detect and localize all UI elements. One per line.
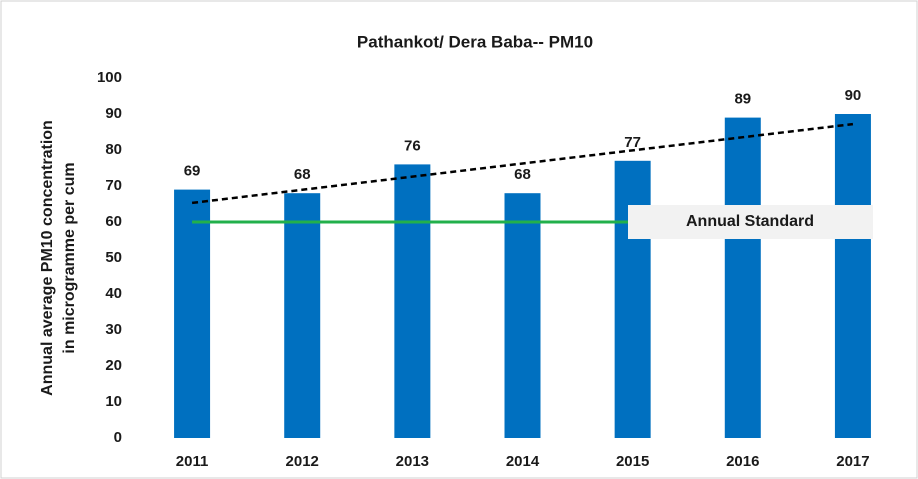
x-tick-label: 2011 bbox=[176, 453, 209, 470]
y-tick-label: 10 bbox=[105, 393, 122, 410]
bar bbox=[284, 193, 321, 438]
bar bbox=[834, 114, 871, 438]
standard-label-box bbox=[628, 205, 873, 239]
y-axis-title-line: Annual average PM10 concentration bbox=[39, 120, 56, 396]
y-tick-label: 90 bbox=[105, 105, 122, 122]
y-tick-label: 60 bbox=[105, 213, 122, 230]
y-tick-label: 80 bbox=[105, 141, 122, 158]
y-tick-label: 0 bbox=[114, 429, 122, 446]
bar bbox=[614, 160, 651, 439]
trend-line bbox=[191, 122, 854, 205]
bar bbox=[394, 164, 431, 438]
data-label: 89 bbox=[734, 91, 751, 108]
y-tick-label: 50 bbox=[105, 249, 122, 266]
data-label: 76 bbox=[404, 137, 421, 154]
bar bbox=[504, 193, 541, 438]
data-label: 68 bbox=[294, 166, 311, 183]
bar bbox=[174, 189, 211, 438]
x-tick-label: 2017 bbox=[836, 453, 869, 470]
data-label: 68 bbox=[514, 166, 531, 183]
x-tick-label: 2012 bbox=[286, 453, 319, 470]
data-label: 77 bbox=[624, 134, 641, 151]
y-tick-label: 70 bbox=[105, 177, 122, 194]
y-axis-title-line: in microgramme per cum bbox=[61, 162, 78, 353]
y-tick-label: 40 bbox=[105, 285, 122, 302]
data-label: 69 bbox=[184, 163, 201, 180]
y-axis-title: Annual average PM10 concentration in mic… bbox=[39, 120, 78, 396]
y-tick-label: 20 bbox=[105, 357, 122, 374]
y-tick-label: 30 bbox=[105, 321, 122, 338]
x-tick-label: 2013 bbox=[396, 453, 429, 470]
chart-title: Pathankot/ Dera Baba-- PM10 bbox=[357, 32, 593, 51]
x-tick-label: 2016 bbox=[726, 453, 759, 470]
y-tick-label: 100 bbox=[97, 69, 122, 86]
data-label: 90 bbox=[845, 87, 862, 104]
x-tick-label: 2015 bbox=[616, 453, 649, 470]
standard-label: Annual Standard bbox=[686, 213, 814, 230]
bar bbox=[724, 117, 761, 438]
x-tick-label: 2014 bbox=[506, 453, 540, 470]
